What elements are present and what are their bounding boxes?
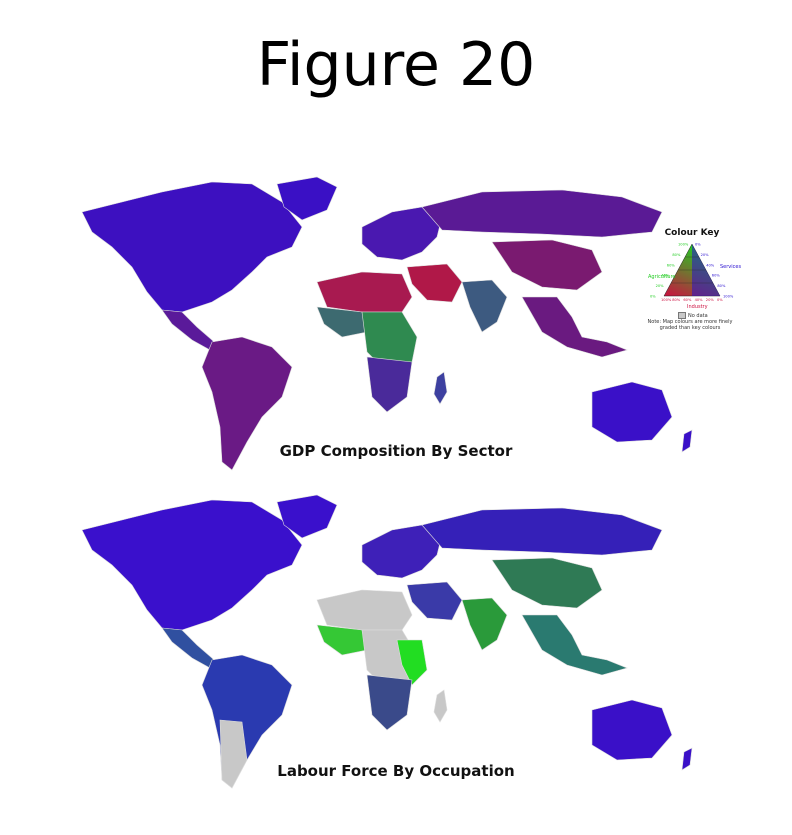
agriculture-tick-label: 20% bbox=[656, 284, 665, 288]
services-tick-label: 20% bbox=[701, 253, 710, 257]
region-madagascar bbox=[433, 689, 448, 723]
ternary-triangle: Agriculture Services Industry 100%80%60%… bbox=[648, 243, 741, 311]
gdp-composition-map bbox=[62, 172, 742, 472]
industry-tick-label: 60% bbox=[683, 298, 692, 302]
region-madagascar bbox=[433, 371, 448, 405]
industry-tick-label: 40% bbox=[695, 298, 704, 302]
region-southeast-asia bbox=[521, 296, 628, 358]
agriculture-axis-label: Agriculture bbox=[648, 274, 676, 280]
agriculture-tick-label: 100% bbox=[678, 243, 689, 247]
services-tick-label: 0% bbox=[695, 243, 701, 247]
region-new-zealand bbox=[681, 429, 693, 453]
region-greenland bbox=[276, 176, 338, 221]
region-southern-africa bbox=[366, 674, 413, 731]
colour-key-title: Colour Key bbox=[664, 228, 720, 238]
no-data-label: No data bbox=[688, 312, 708, 319]
industry-tick-label: 0% bbox=[717, 298, 723, 302]
region-southeast-asia bbox=[521, 614, 628, 676]
industry-axis-label: Industry bbox=[687, 304, 708, 310]
services-tick-label: 80% bbox=[717, 284, 726, 288]
region-middle-east bbox=[406, 263, 463, 303]
labour-force-map bbox=[62, 490, 742, 790]
region-china bbox=[491, 239, 603, 291]
region-west-africa bbox=[316, 624, 368, 656]
region-north-america bbox=[81, 499, 303, 631]
region-australia bbox=[591, 699, 673, 761]
region-india bbox=[461, 279, 508, 333]
colour-key-note: Note: Map colours are more finely graded… bbox=[647, 319, 733, 331]
region-europe bbox=[361, 206, 443, 261]
services-tick-label: 60% bbox=[712, 274, 721, 278]
services-tick-label: 40% bbox=[706, 263, 715, 267]
region-russia bbox=[421, 189, 663, 238]
region-greenland bbox=[276, 494, 338, 539]
region-west-africa bbox=[316, 306, 368, 338]
industry-tick-label: 20% bbox=[706, 298, 715, 302]
region-russia bbox=[421, 507, 663, 556]
region-north-america bbox=[81, 181, 303, 313]
region-europe bbox=[361, 524, 443, 579]
region-middle-east bbox=[406, 581, 463, 621]
region-australia bbox=[591, 381, 673, 443]
labour-map-caption: Labour Force By Occupation bbox=[277, 762, 515, 780]
services-tick-label: 100% bbox=[723, 295, 734, 299]
region-north-africa bbox=[316, 271, 413, 313]
no-data-swatch bbox=[678, 312, 686, 319]
no-data-legend: No data bbox=[678, 312, 742, 319]
figure-title: Figure 20 bbox=[256, 30, 536, 100]
region-india bbox=[461, 597, 508, 651]
region-east-africa bbox=[396, 639, 428, 686]
region-china bbox=[491, 557, 603, 609]
agriculture-tick-label: 80% bbox=[672, 253, 681, 257]
industry-tick-label: 100% bbox=[661, 298, 672, 302]
agriculture-tick-label: 40% bbox=[661, 274, 670, 278]
agriculture-tick-label: 60% bbox=[667, 263, 676, 267]
region-south-america bbox=[201, 336, 293, 471]
agriculture-tick-label: 0% bbox=[650, 295, 656, 299]
region-southern-africa bbox=[366, 356, 413, 413]
industry-tick-label: 80% bbox=[672, 298, 681, 302]
region-new-zealand bbox=[681, 747, 693, 771]
gdp-map-caption: GDP Composition By Sector bbox=[279, 442, 513, 460]
region-north-africa bbox=[316, 589, 413, 631]
region-south-america-no-data bbox=[219, 719, 248, 789]
services-axis-label: Services bbox=[720, 264, 741, 270]
colour-key: Colour Key Agriculture Services Industry… bbox=[642, 228, 742, 331]
